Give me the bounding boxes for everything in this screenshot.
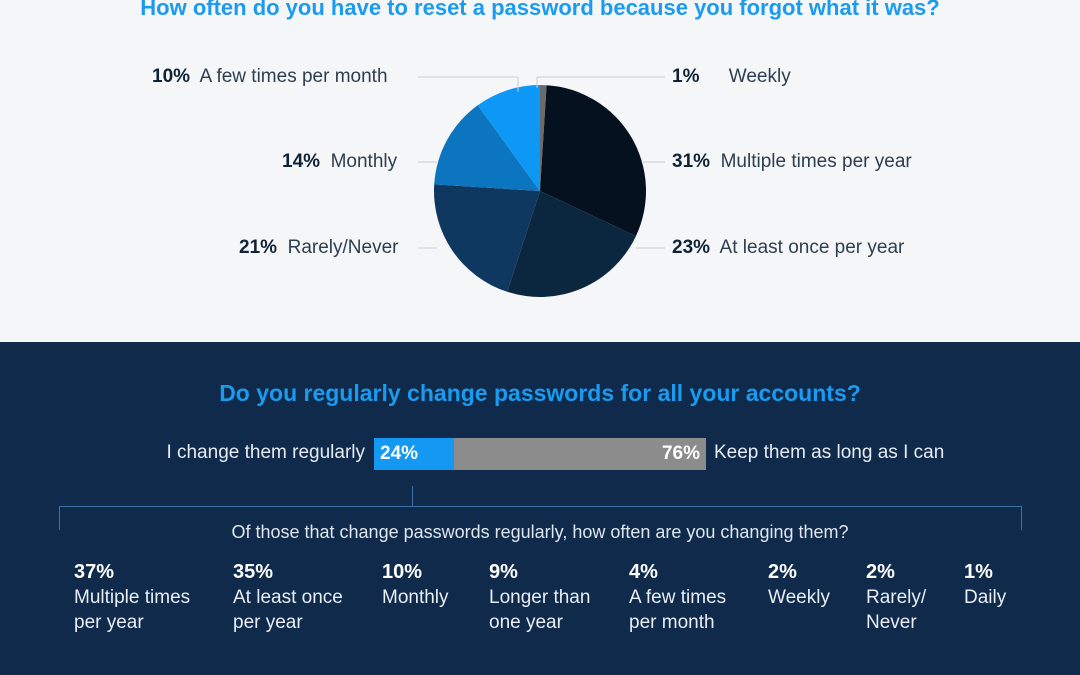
pie-label-text: Multiple times per year: [720, 151, 912, 172]
pie-slice-monthly: [434, 105, 540, 191]
stat-item: 9% Longer than one year: [489, 560, 607, 635]
bar-segment-regularly-pct: 24%: [380, 443, 419, 464]
pie-label-text: A few times per month: [199, 66, 388, 87]
pie-label-pct: 10%: [152, 66, 191, 87]
password-change-section: Do you regularly change passwords for al…: [0, 342, 1080, 675]
pie-label-few-month: 10% A few times per month: [152, 66, 388, 88]
stat-pct: 4%: [629, 561, 658, 583]
pie-slice-weekly: [540, 85, 547, 191]
stat-pct: 9%: [489, 561, 518, 583]
leader-lines: [418, 76, 665, 249]
bar-segment-keep-pct: 76%: [661, 443, 700, 464]
stat-pct: 2%: [768, 561, 797, 583]
pie-section: How often do you have to reset a passwor…: [140, 0, 940, 297]
stat-label: A few times per month: [629, 587, 727, 633]
change-question-title: Do you regularly change passwords for al…: [219, 380, 861, 406]
stat-label: Multiple times per year: [74, 587, 191, 633]
pie-label-text: At least once per year: [719, 237, 905, 258]
pie-label-rarely: 21% Rarely/Never: [239, 237, 398, 259]
bracket-horizontal: [59, 506, 1022, 507]
bracket-right-drop: [1021, 506, 1022, 530]
bar-segment-keep: 76%: [453, 438, 706, 470]
stat-item: 2% Rarely/ Never: [866, 560, 946, 635]
pie-label-pct: 21%: [239, 237, 278, 258]
pie-label-weekly: 1% Weekly: [672, 66, 791, 88]
stat-label: Rarely/ Never: [866, 587, 927, 633]
pie-label-text: Monthly: [330, 151, 398, 172]
pie-slice-at-least-once-per-year: [507, 191, 636, 297]
stat-pct: 1%: [964, 561, 993, 583]
stat-item: 1% Daily: [964, 560, 1080, 610]
pie-label-monthly: 14% Monthly: [282, 151, 397, 173]
pie-label-pct: 23%: [672, 237, 711, 258]
pie-chart: [418, 76, 665, 297]
stat-item: 4% A few times per month: [629, 560, 744, 635]
bar-segment-regularly: 24%: [374, 438, 454, 470]
stat-pct: 10%: [382, 561, 423, 583]
stat-label: At least once per year: [233, 587, 343, 633]
bracket-left-drop: [59, 506, 60, 530]
stat-pct: 37%: [74, 561, 115, 583]
pie-slices: [434, 85, 647, 297]
pie-slice-multiple-times-per-year: [540, 85, 647, 237]
pie-label-pct: 31%: [672, 151, 711, 172]
pie-slice-a-few-times-per-month: [477, 85, 540, 191]
pie-slice-rarely-never: [434, 184, 540, 292]
pie-label-pct: 1%: [672, 66, 700, 87]
stat-label: Monthly: [382, 587, 449, 608]
pie-label-pct: 14%: [282, 151, 321, 172]
stat-item: 35% At least once per year: [233, 560, 363, 635]
stat-pct: 2%: [866, 561, 895, 583]
pie-chart-title: How often do you have to reset a passwor…: [140, 0, 940, 20]
stat-item: 10% Monthly: [382, 560, 522, 610]
frequency-subtitle: Of those that change passwords regularly…: [231, 522, 849, 542]
stat-item: 37% Multiple times per year: [74, 560, 214, 635]
pie-label-once-year: 23% At least once per year: [672, 237, 904, 259]
pie-label-text: Rarely/Never: [287, 237, 399, 258]
stat-pct: 35%: [233, 561, 274, 583]
stat-label: Weekly: [768, 587, 830, 608]
bar-right-label: Keep them as long as I can: [714, 442, 945, 463]
stat-item: 2% Weekly: [768, 560, 908, 610]
bracket-vertical-stem: [412, 486, 413, 506]
stat-label: Daily: [964, 587, 1007, 608]
pie-label-multi-year: 31% Multiple times per year: [672, 151, 912, 173]
pie-label-text: Weekly: [728, 66, 791, 87]
stat-label: Longer than one year: [489, 587, 591, 633]
bar-left-label: I change them regularly: [166, 442, 365, 463]
